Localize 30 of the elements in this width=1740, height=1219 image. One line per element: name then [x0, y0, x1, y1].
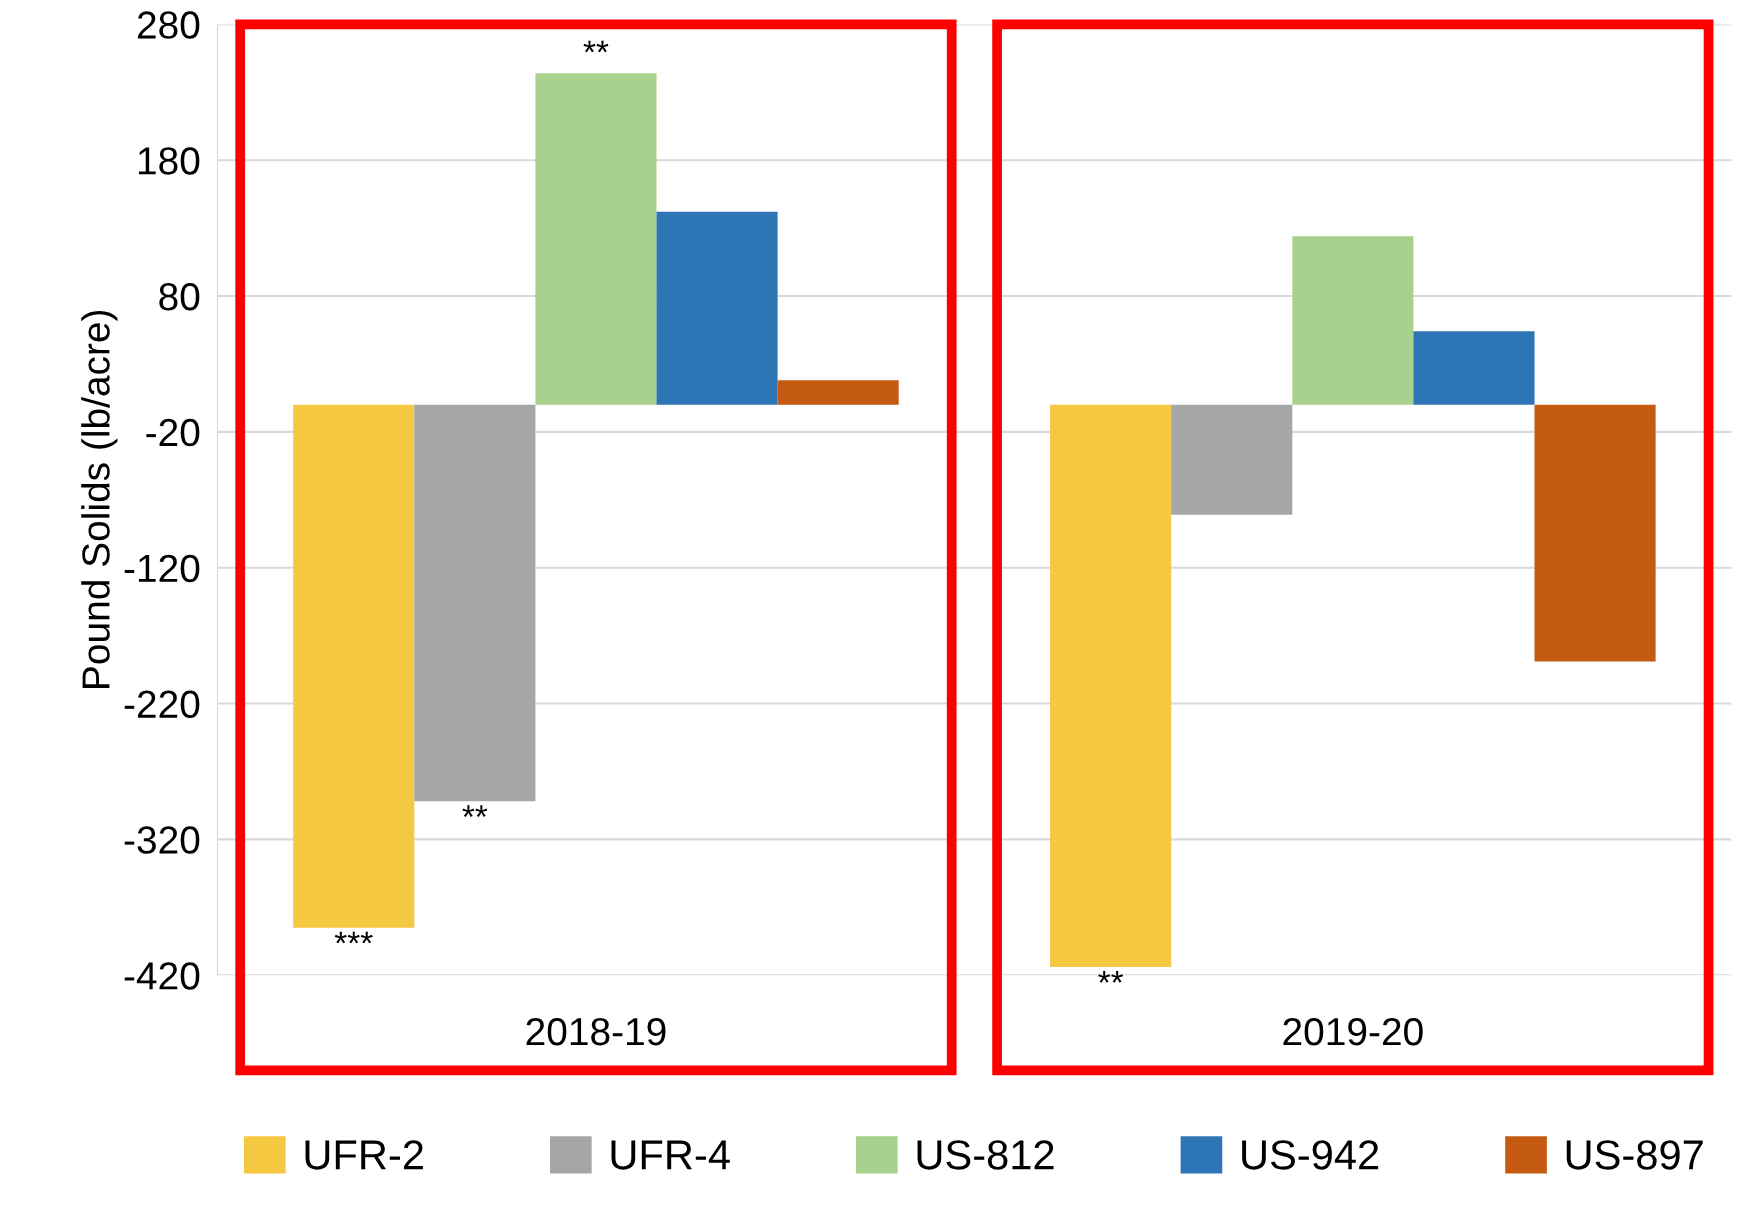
bar — [1413, 331, 1535, 405]
x-tick-label: 2019-20 — [1283, 1017, 1423, 1046]
legend-label: UFR-4 — [611, 1140, 730, 1170]
y-tick-label: -420 — [124, 962, 200, 990]
data-label: ** — [1098, 971, 1124, 983]
y-tick-label: -20 — [146, 418, 200, 447]
legend-label: US-897 — [1566, 1140, 1703, 1170]
y-tick-label: 180 — [138, 147, 200, 175]
data-label: ** — [583, 40, 609, 53]
bar — [1292, 236, 1414, 405]
bar — [1171, 404, 1293, 515]
bar — [414, 404, 536, 802]
data-label: *** — [334, 931, 373, 944]
bar — [535, 73, 657, 405]
x-tick-label: 2018-19 — [526, 1017, 666, 1046]
y-tick-label: 80 — [159, 282, 200, 311]
bar — [1534, 404, 1656, 662]
bar — [1050, 404, 1172, 968]
y-tick-label: -120 — [124, 554, 200, 583]
legend-label: US-812 — [917, 1140, 1054, 1170]
data-label: ** — [462, 805, 488, 818]
y-tick-label: -320 — [124, 826, 200, 854]
legend-label: US-942 — [1242, 1140, 1379, 1170]
legend-label: UFR-2 — [305, 1140, 423, 1170]
bar — [656, 211, 778, 405]
y-tick-label: -220 — [124, 690, 200, 719]
bar — [777, 380, 899, 405]
y-axis-title: Pound Solids (lb/acre) — [81, 310, 118, 688]
y-tick-label: 280 — [137, 11, 200, 39]
bar — [293, 404, 415, 928]
